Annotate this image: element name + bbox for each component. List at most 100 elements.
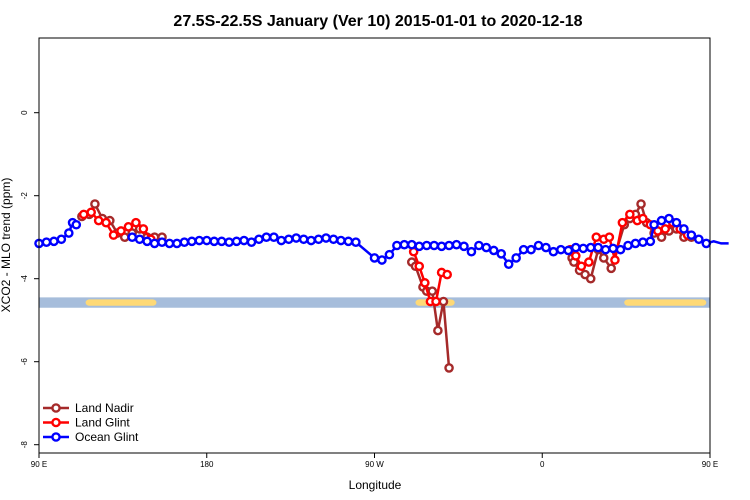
data-point <box>630 238 641 249</box>
data-point <box>701 238 712 249</box>
data-point <box>138 224 149 234</box>
data-point <box>488 245 499 256</box>
data-point <box>421 240 432 251</box>
y-tick-label: 0 <box>20 110 29 115</box>
data-point <box>444 363 454 373</box>
data-point <box>451 239 462 250</box>
data-point <box>679 224 689 234</box>
data-point <box>86 207 96 218</box>
ocean-band <box>39 297 710 308</box>
y-tick-label: -8 <box>20 441 29 449</box>
data-point <box>149 238 160 249</box>
data-point <box>291 233 302 243</box>
series-ocean-glint <box>34 213 729 269</box>
data-point <box>606 263 617 274</box>
legend-item: Land Glint <box>43 416 130 430</box>
data-point <box>179 237 190 247</box>
legend-marker <box>51 403 61 413</box>
data-point <box>438 296 449 307</box>
data-point <box>429 240 439 251</box>
data-point <box>431 296 441 307</box>
data-point <box>649 219 659 230</box>
data-point <box>216 236 227 247</box>
data-point <box>660 224 671 234</box>
legend-label: Ocean Glint <box>75 430 139 444</box>
chart-title: 27.5S-22.5S January (Ver 10) 2015-01-01 … <box>173 13 582 30</box>
data-point <box>541 242 551 253</box>
data-point <box>563 245 574 256</box>
data-point <box>571 242 581 253</box>
data-point <box>474 240 484 251</box>
data-point <box>615 244 626 255</box>
legend-label: Land Nadir <box>75 401 134 415</box>
data-point <box>261 232 272 242</box>
data-point <box>41 237 52 247</box>
x-tick-label: 90 E <box>702 460 718 469</box>
y-tick-label: -6 <box>20 358 29 366</box>
data-point <box>108 230 119 240</box>
data-point <box>406 239 417 250</box>
data-point <box>656 215 667 226</box>
y-axis: -8 -6 -4 -2 0 <box>20 110 39 448</box>
x-tick-label: 90 E <box>31 460 47 469</box>
data-point <box>90 199 100 209</box>
data-point <box>585 273 596 284</box>
x-axis: 90 E 180 90 W 0 90 E <box>31 453 718 469</box>
land-ocean-band <box>39 297 710 308</box>
data-point <box>254 234 264 245</box>
data-point <box>686 230 697 240</box>
data-point <box>49 236 59 247</box>
data-point <box>194 235 205 246</box>
data-point <box>617 217 628 228</box>
data-point <box>511 253 521 263</box>
data-point <box>533 240 544 251</box>
series-land-nadir <box>77 199 697 373</box>
data-point <box>64 228 74 238</box>
data-point <box>664 213 674 224</box>
data-point <box>209 236 220 247</box>
data-point <box>576 261 587 272</box>
data-point <box>164 238 175 249</box>
data-point <box>172 238 182 249</box>
data-point <box>157 237 167 247</box>
data-point <box>593 242 603 253</box>
data-point <box>56 234 67 245</box>
data-point <box>694 234 704 245</box>
data-point <box>548 246 559 257</box>
series-line <box>410 261 451 369</box>
land-segment <box>85 299 157 306</box>
data-point <box>246 237 257 247</box>
data-point <box>496 248 507 259</box>
data-point <box>518 244 529 255</box>
data-point <box>636 199 646 209</box>
data-point <box>134 234 145 245</box>
data-point <box>276 235 287 246</box>
data-point <box>78 209 89 220</box>
data-point <box>414 241 425 252</box>
data-point <box>433 325 443 336</box>
data-point <box>444 240 454 251</box>
data-point <box>645 236 656 247</box>
land-segment <box>624 299 707 306</box>
data-point <box>578 243 589 254</box>
legend-marker <box>51 432 61 442</box>
data-point <box>201 235 212 246</box>
data-point <box>336 235 346 246</box>
data-point <box>313 234 324 245</box>
data-point <box>638 213 648 224</box>
data-point <box>610 255 620 265</box>
data-point <box>231 236 242 247</box>
data-point <box>584 257 594 267</box>
data-point <box>269 232 279 242</box>
data-point <box>442 269 452 280</box>
data-point <box>625 209 635 220</box>
data-series <box>34 199 729 373</box>
data-point <box>459 241 469 252</box>
data-point <box>604 232 615 242</box>
data-point <box>224 237 234 247</box>
legend-marker <box>51 417 61 428</box>
data-point <box>598 253 609 263</box>
legend-label: Land Glint <box>75 416 130 430</box>
y-tick-label: -2 <box>20 192 29 200</box>
